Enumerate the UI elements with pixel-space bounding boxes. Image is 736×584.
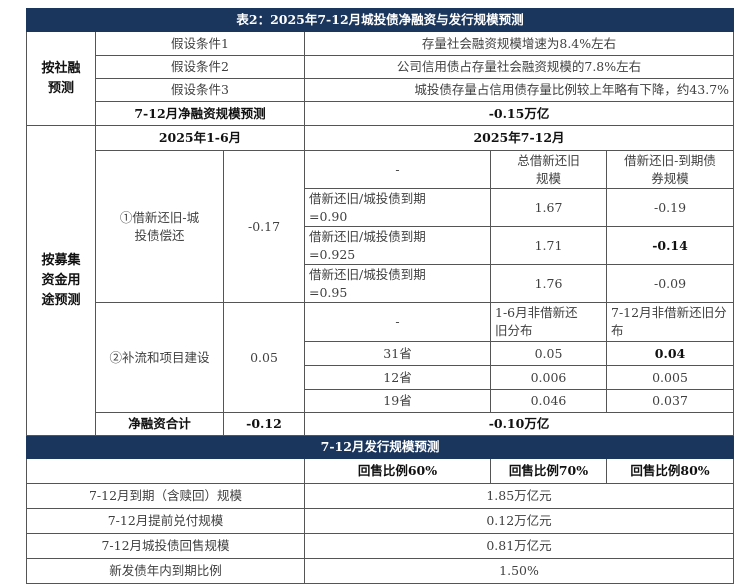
cell: 1.71: [490, 226, 607, 265]
blank-cell: [26, 458, 305, 484]
subheader: -: [304, 150, 491, 189]
h2-header: 2025年7-12月: [303, 125, 735, 151]
cell: 0.05: [490, 341, 607, 366]
cell: 0.005: [605, 365, 735, 390]
cell: 0.046: [490, 389, 607, 413]
assumption-label: 假设条件1: [95, 31, 305, 56]
issuance-row-value: 0.12万亿元: [303, 508, 735, 534]
refinancing-label: ①借新还旧-城投债偿还: [95, 150, 224, 303]
scenario-label: 借新还旧/城投债到期=0.95: [304, 264, 491, 303]
assumption-value: 存量社会融资规模增速为8.4%左右: [303, 31, 735, 56]
scenario-label: 借新还旧/城投债到期=0.90: [304, 188, 491, 227]
issuance-title: 7-12月发行规模预测: [25, 435, 735, 459]
assumption-value: 公司信用债占存量社会融资规模的7.8%左右: [303, 55, 735, 79]
cell: 1.67: [490, 188, 607, 227]
subheader: 总借新还旧规模: [490, 150, 607, 189]
section-label-fund-use: 按募集资金用途预测: [26, 125, 96, 436]
issuance-row-label: 7-12月城投债回售规模: [26, 533, 305, 559]
subheader: 借新还旧-到期债券规模: [605, 150, 735, 189]
issuance-row-value: 1.85万亿元: [303, 483, 735, 509]
total-h2: -0.10万亿: [303, 412, 735, 436]
cell: -0.09: [605, 264, 735, 303]
h1-header: 2025年1-6月: [95, 125, 305, 151]
province-label: 19省: [304, 389, 491, 413]
issuance-row-label: 新发债年内到期比例: [26, 558, 305, 584]
cell: -0.19: [605, 188, 735, 227]
working-capital-h1-value: 0.05: [223, 302, 305, 413]
total-h1: -0.12: [223, 412, 305, 436]
column-header: 回售比例60%: [304, 458, 491, 484]
subheader: -: [304, 302, 491, 342]
column-header: 回售比例80%: [605, 458, 735, 484]
forecast-value: -0.15万亿: [303, 101, 735, 126]
scenario-label: 借新还旧/城投债到期=0.925: [304, 226, 491, 265]
subheader: 7-12月非借新还旧分布: [605, 302, 735, 342]
issuance-row-value: 1.50%: [303, 558, 735, 584]
cell: 0.006: [490, 365, 607, 390]
forecast-label: 7-12月净融资规模预测: [95, 101, 305, 126]
assumption-label: 假设条件2: [95, 55, 305, 79]
section-label-social-financing: 按社融预测: [26, 31, 96, 126]
cell-highlight: 0.04: [605, 341, 735, 366]
refinancing-h1-value: -0.17: [223, 150, 305, 303]
assumption-label: 假设条件3: [95, 78, 305, 102]
column-header: 回售比例70%: [490, 458, 607, 484]
issuance-row-value: 0.81万亿元: [303, 533, 735, 559]
cell: 0.037: [605, 389, 735, 413]
issuance-row-label: 7-12月提前兑付规模: [26, 508, 305, 534]
cell-highlight: -0.14: [605, 226, 735, 265]
forecast-table: 表2：2025年7-12月城投债净融资与发行规模预测 按社融预测 假设条件1 存…: [25, 8, 735, 584]
table-title: 表2：2025年7-12月城投债净融资与发行规模预测: [25, 8, 735, 32]
total-label: 净融资合计: [95, 412, 224, 436]
province-label: 31省: [304, 341, 491, 366]
working-capital-label: ②补流和项目建设: [95, 302, 224, 413]
issuance-row-label: 7-12月到期（含赎回）规模: [26, 483, 305, 509]
assumption-value: 城投债存量占信用债存量比例较上年略有下降，约43.7%: [303, 78, 735, 102]
province-label: 12省: [304, 365, 491, 390]
cell: 1.76: [490, 264, 607, 303]
subheader: 1-6月非借新还旧分布: [490, 302, 607, 342]
